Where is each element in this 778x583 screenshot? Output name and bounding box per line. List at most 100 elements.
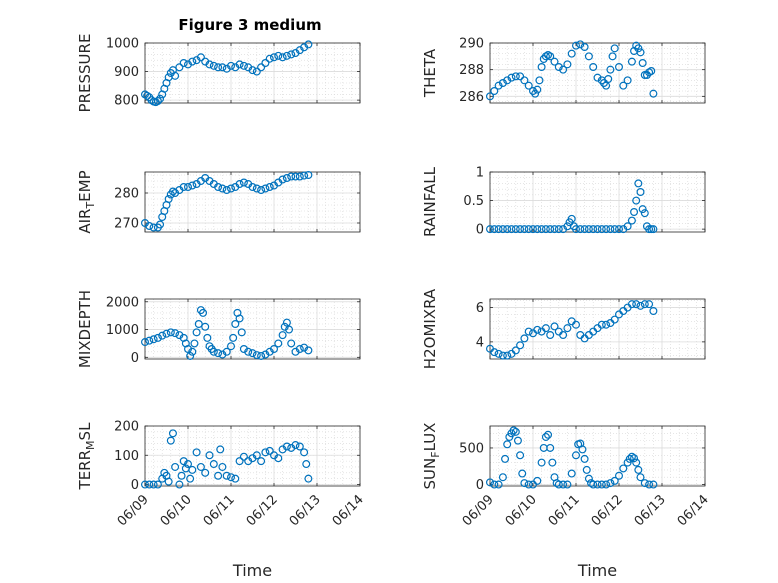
data-point [192, 328, 201, 337]
data-point [524, 81, 533, 90]
data-point [647, 225, 656, 234]
data-point [265, 183, 274, 192]
data-point [166, 436, 175, 445]
data-point [636, 48, 645, 57]
data-point [231, 474, 240, 483]
data-point [606, 479, 615, 488]
data-point [209, 347, 218, 356]
data-point [602, 225, 611, 234]
data-point [270, 345, 279, 354]
data-point [550, 225, 559, 234]
data-point [188, 347, 197, 356]
data-point [516, 341, 525, 350]
data-point [261, 184, 270, 193]
data-point [486, 225, 495, 234]
data-point [237, 328, 246, 337]
data-point [627, 216, 636, 225]
data-point [584, 474, 593, 483]
data-point [196, 53, 205, 62]
data-point [218, 462, 227, 471]
data-point [498, 78, 507, 87]
data-point [546, 52, 555, 61]
data-point [645, 300, 654, 309]
data-point [257, 457, 266, 466]
data-point [179, 58, 188, 67]
data-point [571, 320, 580, 329]
data-point [175, 480, 184, 489]
data-point [576, 40, 585, 49]
data-point [287, 50, 296, 59]
data-point [511, 72, 520, 81]
data-point [190, 339, 199, 348]
data-point [507, 225, 516, 234]
data-point [630, 454, 639, 463]
data-point [156, 220, 165, 229]
data-point [589, 480, 598, 489]
data-point [559, 331, 568, 340]
data-point [524, 225, 533, 234]
data-point [304, 40, 313, 49]
data-point [222, 186, 231, 195]
x-axis-label: Time [232, 561, 272, 580]
data-point [593, 480, 602, 489]
y-tick-label: 0.5 [463, 194, 484, 209]
data-point [649, 89, 658, 98]
data-point [554, 225, 563, 234]
data-point [149, 480, 158, 489]
data-point [638, 205, 647, 214]
data-point [171, 462, 180, 471]
data-point [494, 225, 503, 234]
data-point [563, 324, 572, 333]
data-point [188, 57, 197, 66]
data-point [252, 184, 261, 193]
data-point [214, 183, 223, 192]
data-point [507, 73, 516, 82]
axes-background [145, 299, 360, 359]
data-point [546, 331, 555, 340]
data-point [188, 181, 197, 190]
subplot-2: 286 288 290 THETA [421, 37, 706, 105]
data-point [602, 480, 611, 489]
data-point [559, 65, 568, 74]
data-point [632, 458, 641, 467]
data-point [186, 351, 195, 360]
data-point [205, 60, 214, 69]
data-point [490, 86, 499, 95]
data-point [610, 315, 619, 324]
data-point [203, 333, 212, 342]
figure-title: Figure 3 medium [178, 16, 321, 34]
data-point [143, 91, 152, 100]
y-tick-label: 280 [114, 187, 139, 202]
data-point [265, 54, 274, 63]
data-point [295, 442, 304, 451]
data-point [627, 300, 636, 309]
data-point [501, 454, 510, 463]
data-point [184, 183, 193, 192]
data-point [490, 348, 499, 357]
axes-box [489, 425, 706, 487]
data-point [533, 85, 542, 94]
data-point [578, 445, 587, 454]
data-point [625, 454, 634, 463]
subplot-6: 4 6 H2OMIXRA [421, 288, 706, 369]
data-point [623, 222, 632, 231]
data-point [567, 469, 576, 478]
data-point [636, 301, 645, 310]
data-point [546, 443, 555, 452]
data-point [546, 225, 555, 234]
data-point [192, 448, 201, 457]
data-point [171, 329, 180, 338]
data-point [593, 73, 602, 82]
data-point [638, 58, 647, 67]
subplot-3: 270 280 AIRTEMP [76, 170, 361, 234]
data-point [164, 477, 173, 486]
data-point [278, 53, 287, 62]
data-point [490, 225, 499, 234]
data-point [593, 225, 602, 234]
data-point [239, 452, 248, 461]
data-point [571, 225, 580, 234]
data-point [209, 460, 218, 469]
data-point [630, 208, 639, 217]
axes-background [490, 299, 705, 359]
data-point [498, 225, 507, 234]
